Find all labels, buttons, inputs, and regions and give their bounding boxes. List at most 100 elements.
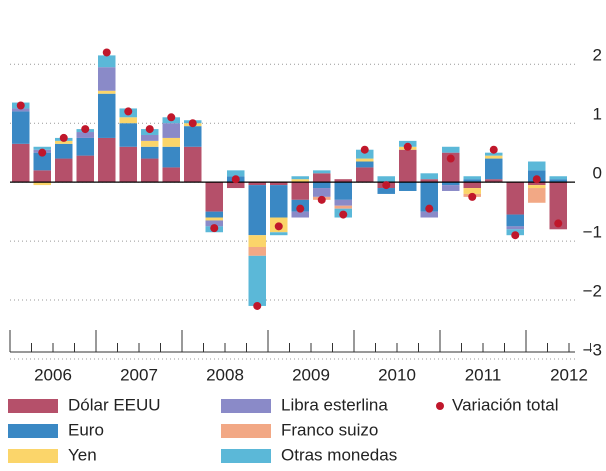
bar-segment <box>248 255 266 306</box>
legend-label: Yen <box>68 445 97 464</box>
y-tick-label: −2 <box>583 282 602 301</box>
bar-segment <box>463 182 481 189</box>
bar-segment <box>334 205 352 209</box>
bar-segment <box>506 182 524 215</box>
total-dot <box>253 301 262 310</box>
bar-segment <box>33 170 51 183</box>
bar-segment <box>485 158 503 180</box>
bar-segment <box>98 90 116 94</box>
bar-segment <box>442 185 460 191</box>
bar-segment <box>291 182 309 200</box>
total-dot <box>360 145 369 154</box>
bar-segment <box>356 149 374 159</box>
bar-segment <box>313 170 331 174</box>
bar-segment <box>184 146 202 183</box>
legend-swatch <box>221 399 271 413</box>
bar-segment <box>528 185 546 189</box>
bar-segment <box>248 235 266 247</box>
bar-segment <box>420 211 438 218</box>
bar-segment <box>377 188 395 194</box>
bar-segment <box>248 246 266 256</box>
legend-label: Dólar EEUU <box>68 395 161 414</box>
total-dot <box>403 142 412 151</box>
bar-segment <box>119 123 137 147</box>
bar-segment <box>270 232 288 236</box>
bar-segment <box>76 137 94 156</box>
total-dot <box>446 154 455 163</box>
bar-segment <box>33 152 51 171</box>
x-tick-label: 2006 <box>34 365 72 384</box>
bar-segment <box>549 176 567 180</box>
x-tick-label: 2007 <box>120 365 158 384</box>
legend-label: Otras monedas <box>281 445 397 464</box>
total-dot <box>124 107 133 116</box>
bar-segment <box>356 158 374 162</box>
bar-segment <box>12 108 30 112</box>
bar-segment <box>399 149 417 183</box>
legend-swatch <box>221 424 271 438</box>
bar-segment <box>270 185 288 218</box>
bar-segment <box>313 188 331 197</box>
total-dot <box>16 101 25 110</box>
legend-label: Variación total <box>452 395 558 414</box>
y-tick-label: 2 <box>593 46 602 65</box>
legend-swatch <box>8 399 58 413</box>
bar-segment <box>184 126 202 147</box>
bar-segment <box>12 143 30 183</box>
bar-segment <box>420 173 438 180</box>
bar-segment <box>205 211 223 218</box>
bar-segment <box>33 146 51 150</box>
y-tick-label: −3 <box>583 340 602 359</box>
bar-segment <box>291 176 309 180</box>
bar-segment <box>485 179 503 183</box>
bar-segment <box>420 179 438 183</box>
bar-segment <box>55 158 73 183</box>
bar-segment <box>162 167 180 183</box>
bar-segment <box>76 155 94 183</box>
bar-segment <box>227 170 245 177</box>
bar-segment <box>248 182 266 186</box>
bar-segment <box>141 134 159 141</box>
total-dot <box>468 192 477 201</box>
bar-segment <box>291 179 309 183</box>
bar-segment <box>442 182 460 186</box>
total-dot <box>296 204 305 213</box>
bar-segment <box>205 182 223 212</box>
bar-segment <box>270 182 288 186</box>
bar-segment <box>141 158 159 183</box>
bar-segment <box>377 176 395 183</box>
bar-segment <box>549 179 567 183</box>
bar-segment <box>528 188 546 203</box>
total-dot <box>554 219 563 228</box>
total-dot <box>425 204 434 213</box>
bar-segment <box>119 146 137 183</box>
total-dot <box>231 175 240 184</box>
total-dot <box>102 48 111 57</box>
total-dot <box>38 148 47 157</box>
bar-segment <box>119 117 137 124</box>
bar-segment <box>442 146 460 153</box>
total-dot <box>489 145 498 154</box>
bar-segment <box>463 179 481 183</box>
y-tick-label: −1 <box>583 223 602 242</box>
total-dot <box>145 125 154 134</box>
x-tick-label: 2009 <box>292 365 330 384</box>
bar-segment <box>291 211 309 218</box>
total-dot <box>210 224 219 233</box>
bar-segment <box>506 226 524 230</box>
total-dot <box>317 195 326 204</box>
x-tick-label: 2008 <box>206 365 244 384</box>
total-dot <box>188 119 197 128</box>
bar-segment <box>485 155 503 159</box>
total-dot <box>59 133 68 142</box>
bar-segment <box>205 217 223 221</box>
total-dot <box>81 125 90 134</box>
bar-segment <box>334 179 352 183</box>
bar-segment <box>334 199 352 206</box>
bar-segment <box>463 176 481 180</box>
bar-segment <box>313 182 331 189</box>
bar-segment <box>227 182 245 189</box>
bar-segment <box>313 173 331 183</box>
total-dot <box>532 175 541 184</box>
bar-segment <box>12 111 30 144</box>
